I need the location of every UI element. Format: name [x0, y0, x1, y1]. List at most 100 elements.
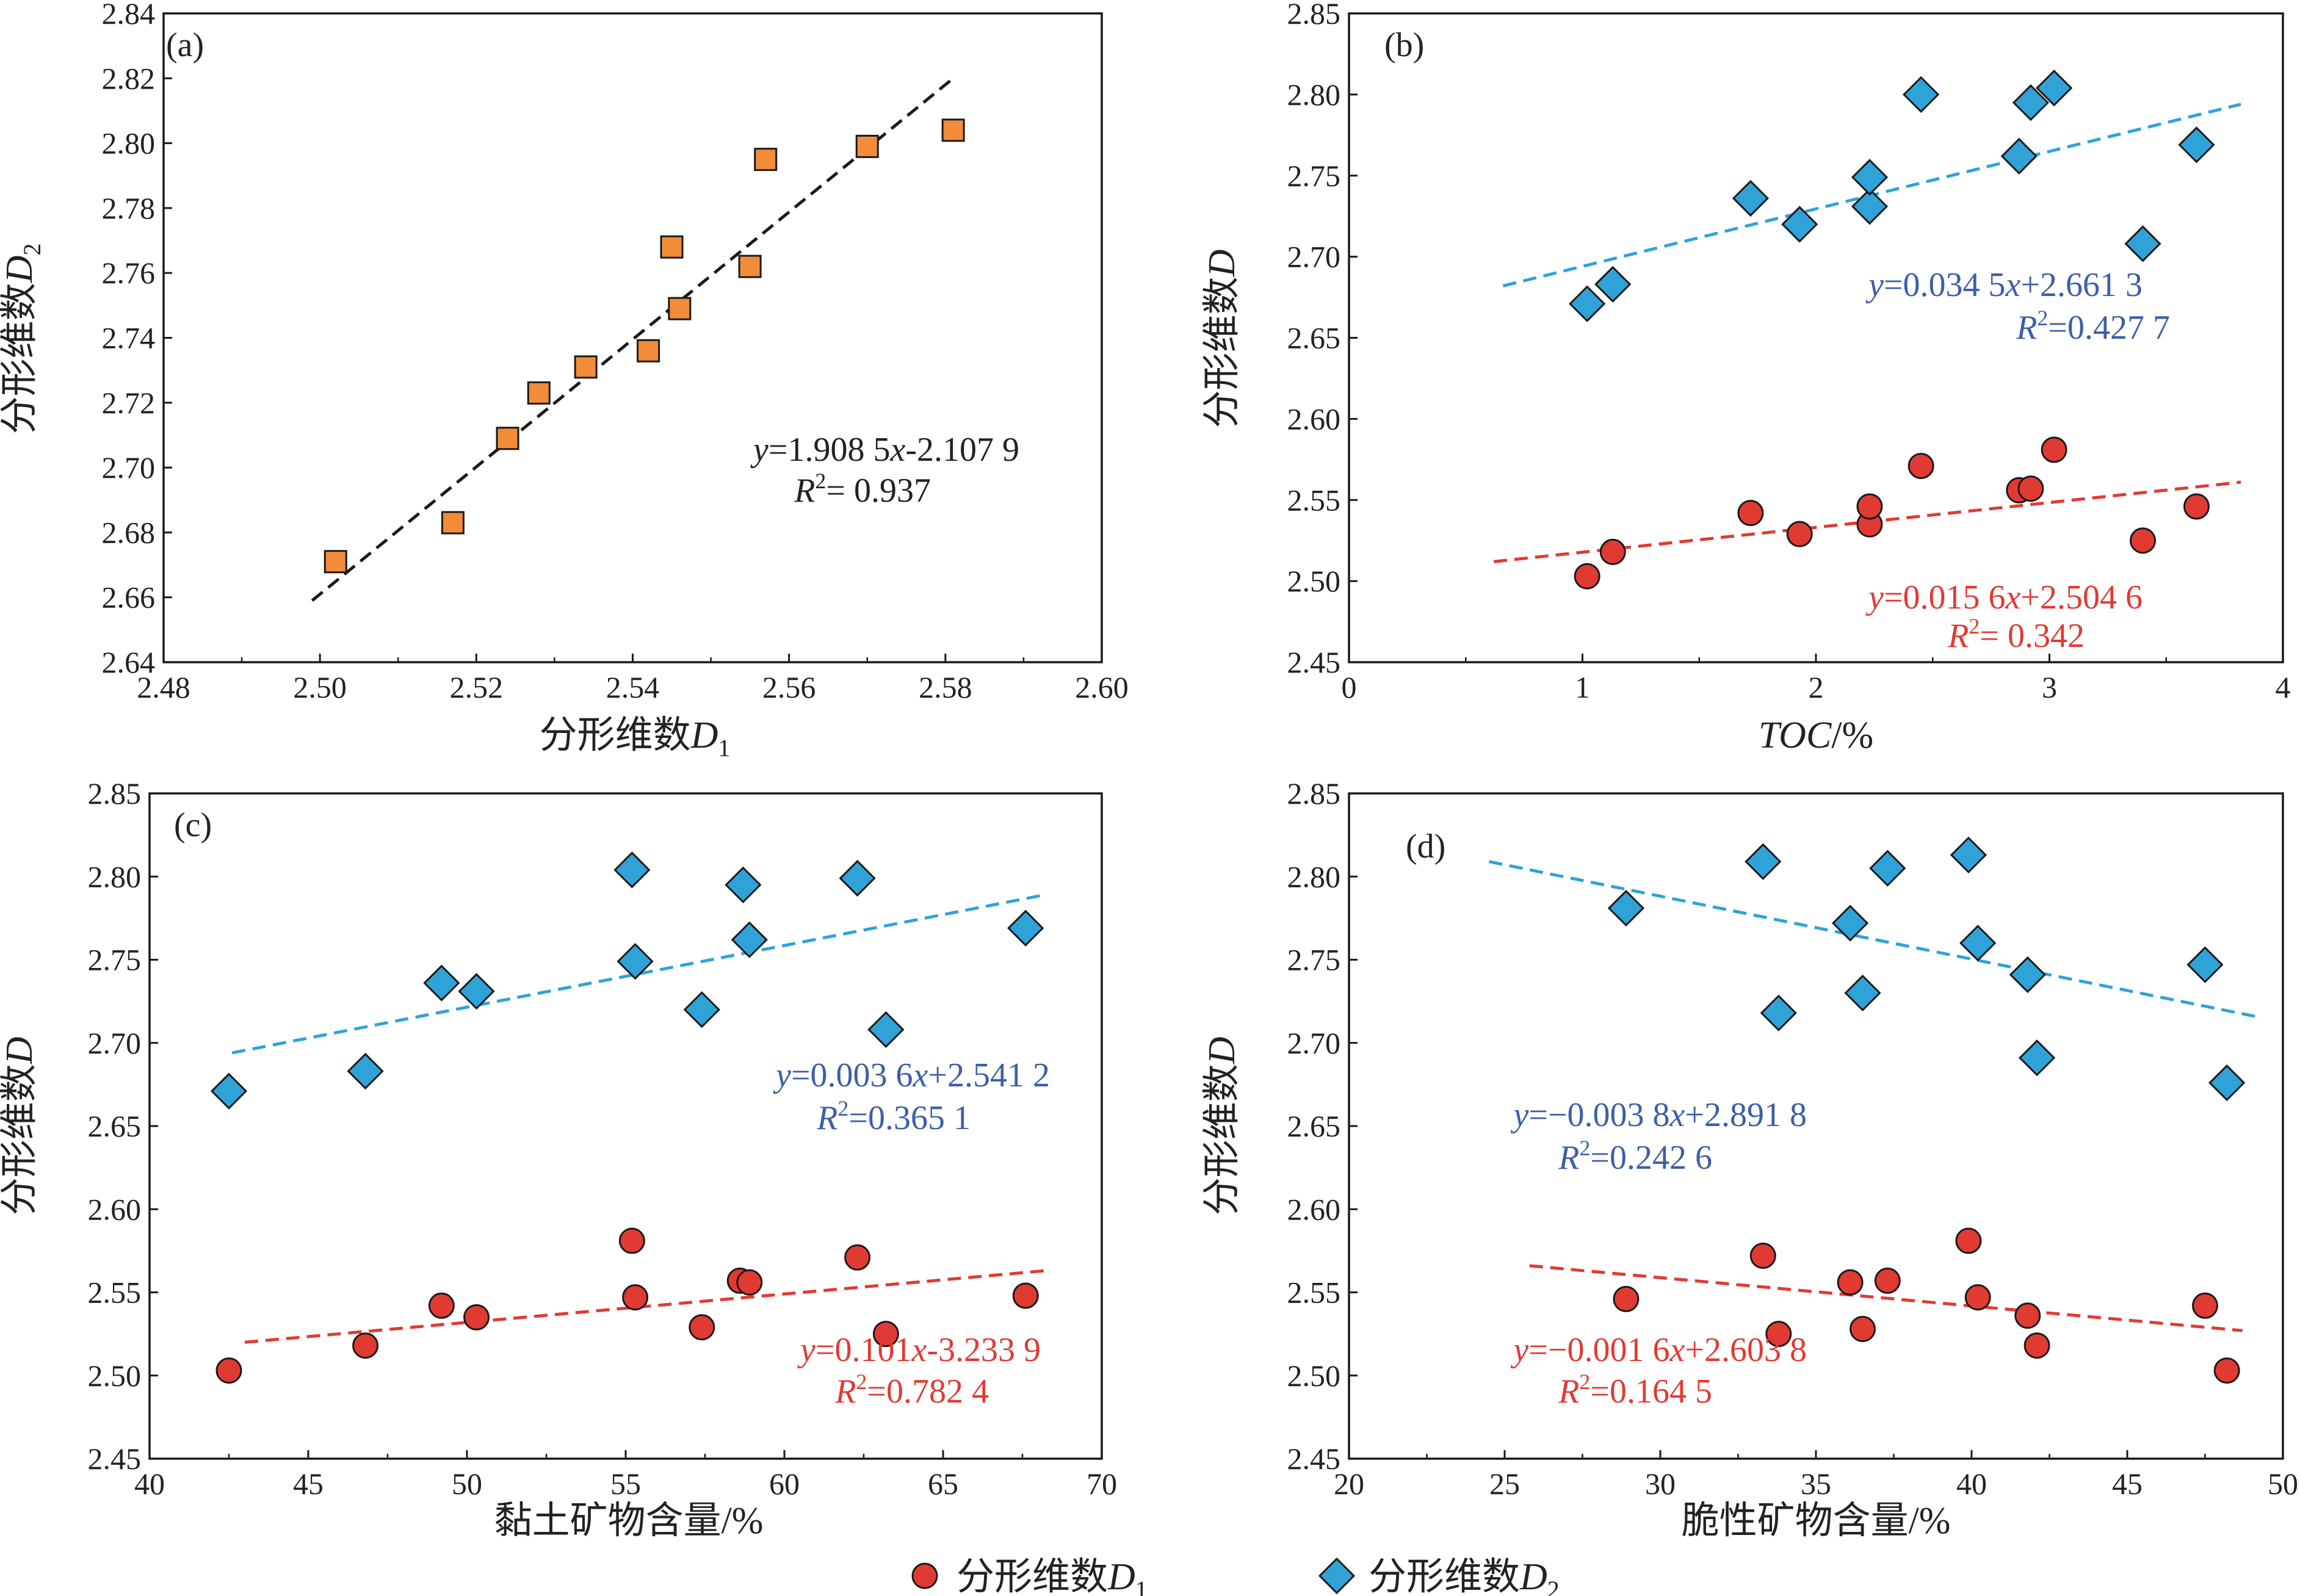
y-tick-label: 2.72 [102, 386, 156, 420]
data-point [867, 1011, 905, 1049]
x-tick-label: 2.58 [919, 670, 972, 704]
plot-frame [1348, 792, 2284, 1460]
y-tick-label: 2.70 [1287, 1026, 1341, 1060]
data-point [736, 1269, 763, 1296]
data-point [1844, 974, 1881, 1012]
y-tick-label: 2.85 [1287, 0, 1341, 31]
x-axis-label: 分形维数D1 [540, 715, 731, 762]
data-point [941, 118, 965, 142]
data-point [1856, 493, 1883, 520]
fit-r-squared: R2=0.427 7 [2016, 306, 2170, 347]
data-point [527, 381, 551, 405]
data-point [1908, 452, 1934, 479]
data-point [458, 973, 495, 1010]
data-point [2017, 475, 2044, 502]
x-tick-label: 2 [1809, 670, 1824, 704]
data-point [1964, 1284, 1991, 1311]
y-tick-label: 2.80 [88, 859, 142, 894]
x-tick-label: 40 [134, 1467, 165, 1501]
data-point [1874, 1267, 1901, 1294]
data-point [617, 943, 654, 980]
y-tick-label: 2.85 [1287, 776, 1341, 811]
data-point [2009, 956, 2046, 994]
data-point [844, 1244, 871, 1271]
fit-line [231, 893, 1045, 1055]
data-point [2208, 1064, 2246, 1102]
y-tick-label: 2.75 [1287, 943, 1341, 977]
fit-r-squared: R2=0.365 1 [816, 1096, 971, 1137]
y-tick-label: 2.76 [102, 256, 156, 290]
data-point [215, 1357, 242, 1384]
data-point [1613, 1285, 1640, 1312]
data-point [1955, 1227, 1982, 1254]
fit-line [1529, 1264, 2243, 1332]
x-tick-label: 50 [2268, 1467, 2298, 1501]
x-tick-label: 4 [2276, 670, 2291, 704]
x-tick-label: 2.50 [293, 670, 347, 704]
fit-equation: y=0.101x-3.233 9 [797, 1331, 1041, 1369]
y-axis-label: 分形维数D2 [0, 244, 46, 435]
legend: 分形维数D1 分形维数D2 [911, 1556, 1560, 1596]
data-point [660, 235, 684, 259]
data-point [2018, 1039, 2056, 1077]
x-tick-label: 25 [1489, 1467, 1520, 1501]
data-point [2213, 1357, 2240, 1384]
x-tick-label: 2.48 [137, 670, 190, 704]
data-point [1012, 1282, 1039, 1309]
y-tick-label: 2.65 [88, 1109, 142, 1143]
fit-r-squared: R2= 0.342 [1947, 614, 2085, 655]
data-point [1574, 563, 1600, 590]
data-point [668, 297, 692, 320]
x-tick-label: 50 [452, 1467, 482, 1501]
data-point [441, 511, 465, 535]
y-tick-label: 2.75 [1287, 159, 1341, 193]
data-point [1569, 285, 1606, 322]
fit-r-squared: R2=0.242 6 [1558, 1136, 1712, 1177]
data-point [1599, 538, 1626, 565]
x-tick-label: 3 [2042, 670, 2057, 704]
data-point [1851, 188, 1889, 225]
data-point [347, 1052, 384, 1090]
data-point [2183, 493, 2210, 520]
data-point [423, 964, 460, 1002]
y-tick-label: 2.60 [1287, 402, 1341, 436]
data-point [2012, 84, 2050, 121]
panel-b: 0 1 2 3 4 2.45 2.50 2.55 2.60 2.65 2.70 2.75 2.80 2.8… [1201, 0, 2291, 756]
data-point [1837, 1269, 1864, 1296]
plot-frame [162, 12, 1103, 663]
data-point [1850, 1315, 1876, 1342]
data-point [2000, 137, 2038, 175]
data-point [1950, 836, 1987, 873]
fit-line [244, 1269, 1045, 1344]
x-tick-label: 30 [1645, 1467, 1676, 1501]
fit-equation: y=0.015 6x+2.504 6 [1865, 579, 2143, 616]
y-tick-label: 2.70 [88, 1026, 142, 1060]
y-tick-label: 2.50 [1287, 564, 1341, 598]
x-tick-label: 2.52 [450, 670, 504, 704]
y-axis-label: 分形维数D [0, 1037, 40, 1216]
y-tick-label: 2.70 [1287, 240, 1341, 274]
y-tick-label: 2.55 [1287, 1276, 1341, 1310]
fit-r-squared: R2= 0.937 [794, 469, 931, 510]
panel-a: 2.48 2.50 2.52 2.54 2.56 2.58 2.60 2.64 2.66 2.68… [0, 0, 1129, 762]
data-point [2041, 436, 2067, 463]
data-point [574, 355, 598, 379]
x-tick-label: 0 [1342, 670, 1357, 704]
x-tick-label: 20 [1334, 1467, 1364, 1501]
data-point [725, 866, 762, 903]
x-tick-label: 45 [2112, 1467, 2143, 1501]
x-axis-label: 脆性矿物含量/% [1682, 1500, 1951, 1542]
y-tick-label: 2.84 [102, 0, 156, 31]
data-point [1732, 179, 1770, 217]
data-point [2130, 527, 2156, 554]
data-point [1869, 850, 1906, 887]
data-point [2023, 1332, 2050, 1359]
fit-line [1489, 860, 2255, 1018]
data-point [689, 1314, 715, 1341]
x-axis-label: 黏土矿物含量/% [494, 1500, 764, 1542]
panel-label: (b) [1384, 26, 1424, 64]
data-point [1007, 909, 1044, 947]
fit-r-squared: R2=0.164 5 [1558, 1370, 1712, 1410]
y-tick-label: 2.55 [1287, 483, 1341, 517]
data-point [2014, 1302, 2041, 1329]
